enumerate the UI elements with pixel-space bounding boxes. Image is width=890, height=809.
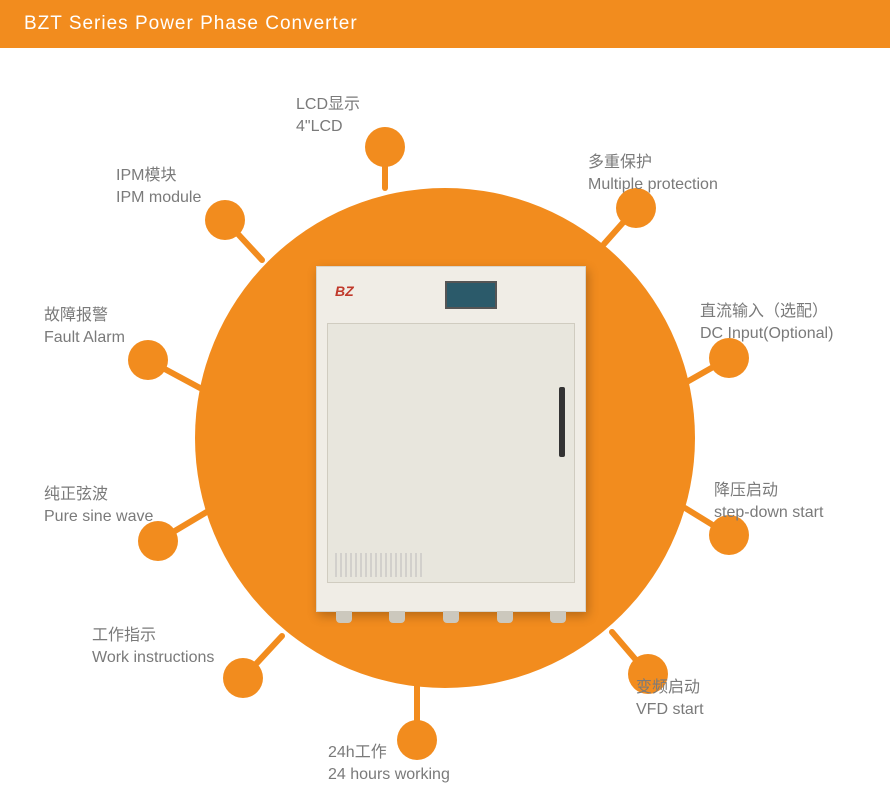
label-dc-en: DC Input(Optional) bbox=[700, 323, 833, 345]
label-24h-cn: 24h工作 bbox=[328, 742, 450, 764]
label-sine: 纯正弦波Pure sine wave bbox=[44, 484, 153, 527]
device-door bbox=[327, 323, 575, 583]
label-24h-en: 24 hours working bbox=[328, 764, 450, 786]
label-fault-cn: 故障报警 bbox=[44, 305, 125, 327]
label-multi-en: Multiple protection bbox=[588, 174, 718, 196]
label-fault: 故障报警Fault Alarm bbox=[44, 305, 125, 348]
device-lcd bbox=[445, 281, 497, 309]
label-multi-cn: 多重保护 bbox=[588, 152, 718, 174]
label-vfd-en: VFD start bbox=[636, 699, 704, 721]
label-stepdown-en: step-down start bbox=[714, 502, 823, 524]
label-sine-cn: 纯正弦波 bbox=[44, 484, 153, 506]
label-dc-cn: 直流输入（选配） bbox=[700, 301, 833, 323]
label-work-cn: 工作指示 bbox=[92, 625, 214, 647]
header: BZT Series Power Phase Converter bbox=[0, 0, 890, 48]
label-lcd-cn: LCD显示 bbox=[296, 94, 360, 116]
label-24h: 24h工作24 hours working bbox=[328, 742, 450, 785]
device-logo: BZ bbox=[335, 283, 354, 299]
label-vfd: 变频启动VFD start bbox=[636, 677, 704, 720]
device-cabinet: BZ bbox=[316, 266, 586, 612]
label-vfd-cn: 变频启动 bbox=[636, 677, 704, 699]
node-fault bbox=[128, 340, 168, 380]
label-sine-en: Pure sine wave bbox=[44, 506, 153, 528]
label-work: 工作指示Work instructions bbox=[92, 625, 214, 668]
device-feet bbox=[317, 611, 585, 621]
label-ipm: IPM模块IPM module bbox=[116, 165, 201, 208]
feature-diagram: BZ LCD显示4"LCD IPM模块IPM module 故障报警Fault Al… bbox=[0, 48, 890, 809]
device-handle bbox=[559, 387, 565, 457]
label-stepdown: 降压启动step-down start bbox=[714, 480, 823, 523]
node-work bbox=[223, 658, 263, 698]
header-title: BZT Series Power Phase Converter bbox=[24, 13, 358, 35]
label-work-en: Work instructions bbox=[92, 647, 214, 669]
label-multi: 多重保护Multiple protection bbox=[588, 152, 718, 195]
label-stepdown-cn: 降压启动 bbox=[714, 480, 823, 502]
label-lcd: LCD显示4"LCD bbox=[296, 94, 360, 137]
label-fault-en: Fault Alarm bbox=[44, 327, 125, 349]
label-ipm-cn: IPM模块 bbox=[116, 165, 201, 187]
label-ipm-en: IPM module bbox=[116, 187, 201, 209]
node-ipm bbox=[205, 200, 245, 240]
label-dc: 直流输入（选配）DC Input(Optional) bbox=[700, 301, 833, 344]
device-vents bbox=[335, 553, 425, 577]
node-lcd bbox=[365, 127, 405, 167]
label-lcd-en: 4"LCD bbox=[296, 116, 360, 138]
